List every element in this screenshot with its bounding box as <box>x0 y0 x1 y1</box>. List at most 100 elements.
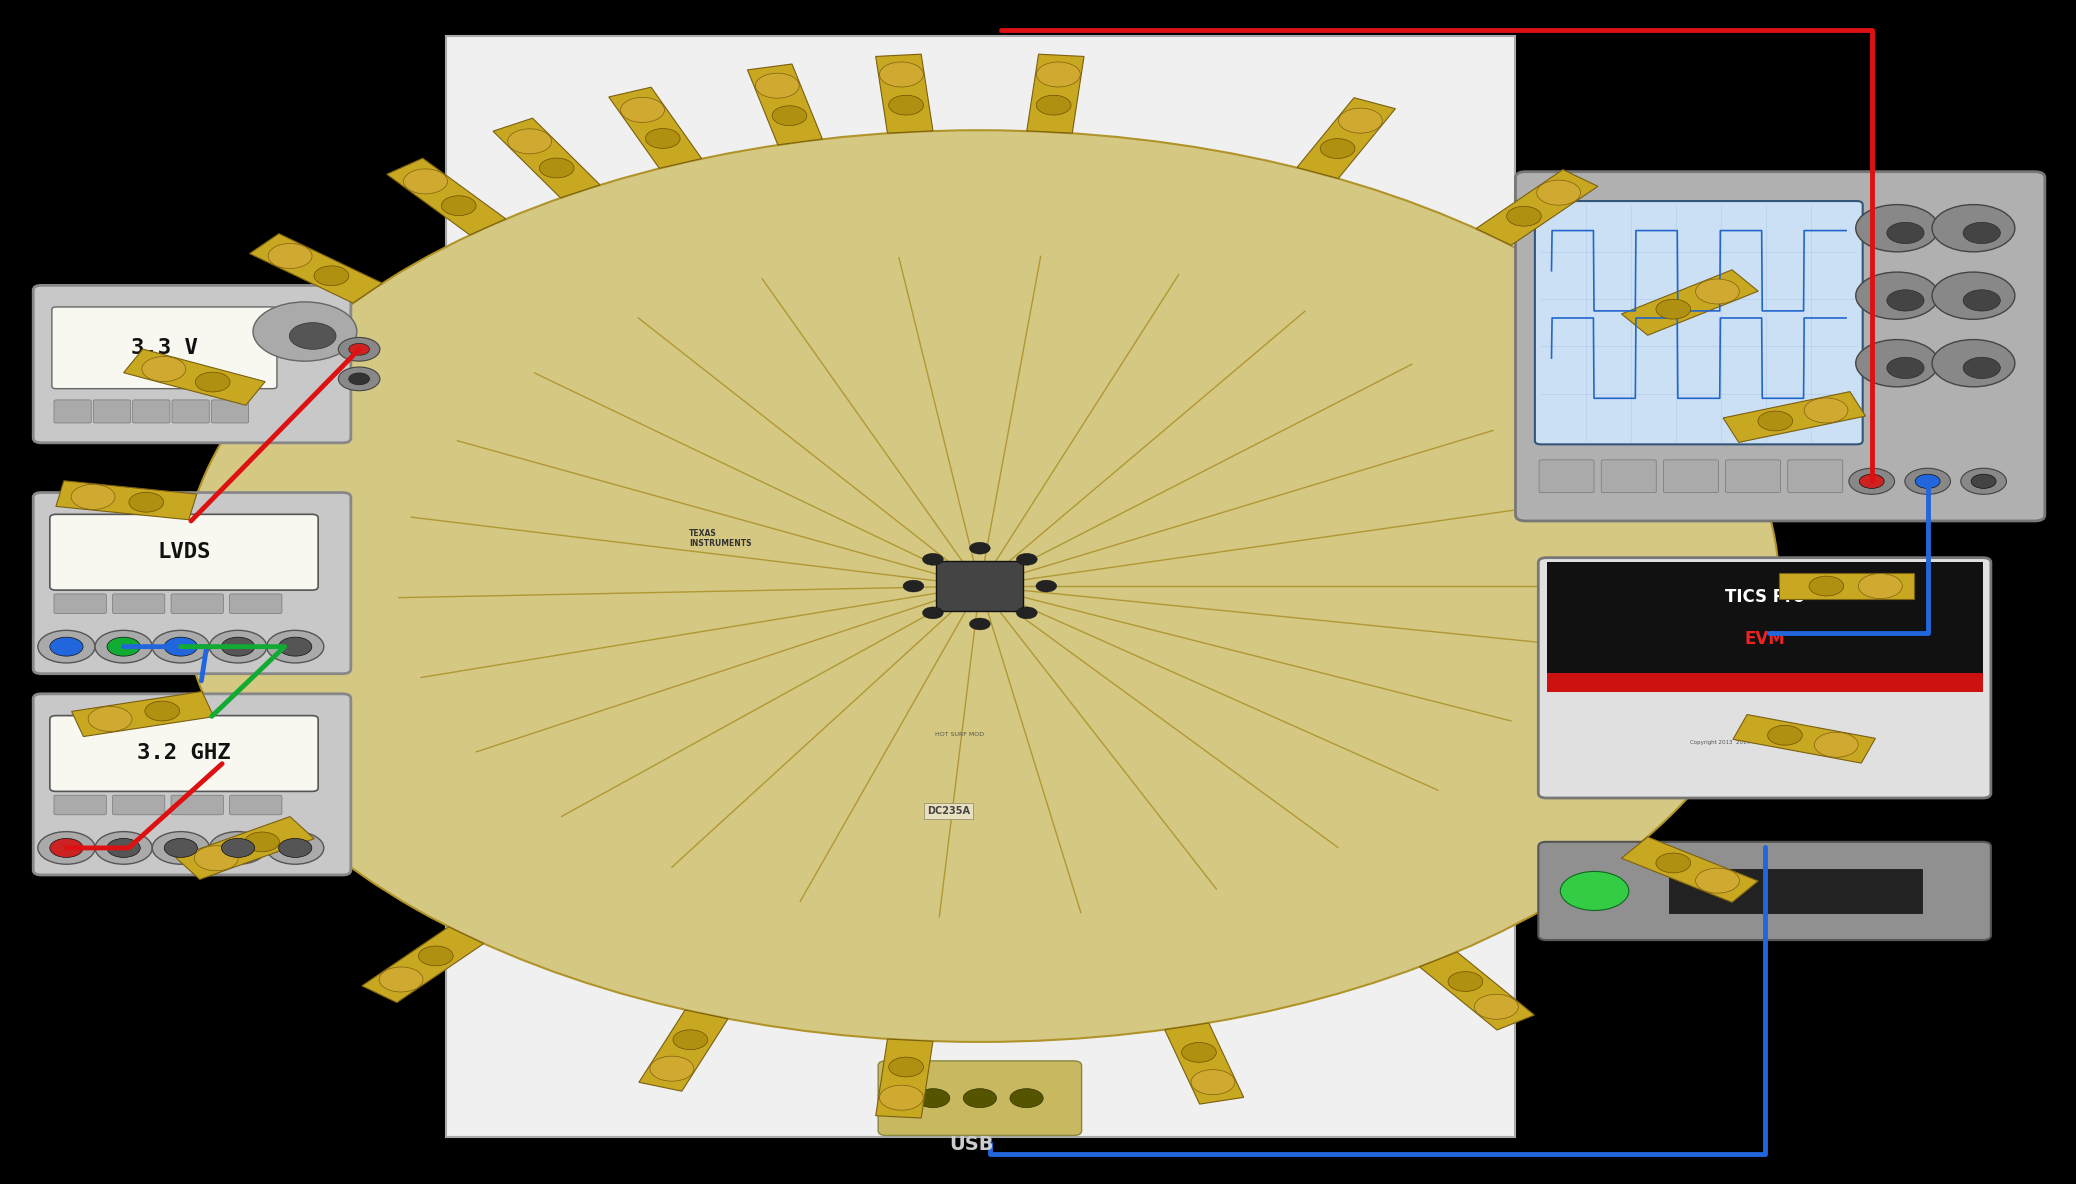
Circle shape <box>1887 290 1924 311</box>
Circle shape <box>650 1056 693 1081</box>
Circle shape <box>210 831 266 864</box>
Circle shape <box>621 97 664 122</box>
Circle shape <box>166 638 195 655</box>
Circle shape <box>1657 854 1690 873</box>
Polygon shape <box>492 118 600 198</box>
Circle shape <box>1850 469 1895 495</box>
Text: Copyright 2013  2014 Texas Instruments Incorporated: Copyright 2013 2014 Texas Instruments In… <box>1690 740 1839 745</box>
Polygon shape <box>56 481 197 520</box>
FancyBboxPatch shape <box>878 1061 1082 1135</box>
FancyBboxPatch shape <box>112 594 164 613</box>
Circle shape <box>646 129 681 148</box>
Polygon shape <box>876 54 932 133</box>
Text: TEXAS
INSTRUMENTS: TEXAS INSTRUMENTS <box>689 529 752 548</box>
Circle shape <box>71 484 114 509</box>
FancyBboxPatch shape <box>170 796 224 815</box>
FancyBboxPatch shape <box>33 493 351 674</box>
Circle shape <box>1696 279 1740 304</box>
Circle shape <box>268 244 311 269</box>
Circle shape <box>1036 62 1080 86</box>
Circle shape <box>141 356 185 381</box>
FancyBboxPatch shape <box>93 400 131 423</box>
Circle shape <box>52 839 81 856</box>
Polygon shape <box>1779 573 1914 599</box>
Bar <box>936 561 1023 611</box>
Circle shape <box>509 129 552 154</box>
Circle shape <box>181 130 1779 1042</box>
Circle shape <box>50 838 83 857</box>
Polygon shape <box>1476 169 1599 245</box>
FancyBboxPatch shape <box>1725 459 1781 493</box>
FancyBboxPatch shape <box>1515 172 2045 521</box>
Circle shape <box>1474 995 1518 1019</box>
Circle shape <box>1009 1089 1042 1108</box>
Circle shape <box>442 195 475 215</box>
Polygon shape <box>608 88 702 168</box>
FancyBboxPatch shape <box>1534 201 1862 444</box>
Circle shape <box>540 159 573 178</box>
FancyBboxPatch shape <box>50 514 318 590</box>
Circle shape <box>50 637 83 656</box>
Circle shape <box>166 839 195 856</box>
Circle shape <box>110 638 137 655</box>
Circle shape <box>1964 223 2001 244</box>
Polygon shape <box>1165 1023 1244 1105</box>
Circle shape <box>349 373 370 385</box>
FancyBboxPatch shape <box>1601 459 1657 493</box>
Circle shape <box>278 838 311 857</box>
Circle shape <box>108 838 141 857</box>
Circle shape <box>673 1030 708 1050</box>
Bar <box>1669 869 1922 913</box>
Circle shape <box>1933 272 2016 320</box>
Circle shape <box>918 1089 949 1108</box>
Circle shape <box>1767 726 1802 745</box>
Text: EVM: EVM <box>1744 630 1785 648</box>
Circle shape <box>380 967 424 992</box>
Circle shape <box>95 630 152 663</box>
Circle shape <box>889 95 924 115</box>
Circle shape <box>1960 469 2005 495</box>
Circle shape <box>222 838 255 857</box>
Text: TICS Pro: TICS Pro <box>1725 588 1804 606</box>
Circle shape <box>1449 972 1482 991</box>
Circle shape <box>1887 223 1924 244</box>
Circle shape <box>37 630 95 663</box>
Circle shape <box>889 1057 924 1077</box>
Circle shape <box>278 637 311 656</box>
Circle shape <box>1339 108 1383 133</box>
Text: USB: USB <box>949 1135 994 1154</box>
Circle shape <box>1320 139 1356 159</box>
Circle shape <box>224 638 253 655</box>
FancyBboxPatch shape <box>33 285 351 443</box>
Circle shape <box>164 637 197 656</box>
Circle shape <box>152 831 210 864</box>
Circle shape <box>1017 607 1038 619</box>
Circle shape <box>1860 475 1885 489</box>
Circle shape <box>963 1089 996 1108</box>
Polygon shape <box>1723 392 1866 443</box>
Circle shape <box>338 367 380 391</box>
Circle shape <box>1856 340 1939 387</box>
FancyBboxPatch shape <box>52 307 276 388</box>
Circle shape <box>1972 475 1995 489</box>
FancyBboxPatch shape <box>33 694 351 875</box>
Circle shape <box>419 946 453 966</box>
Circle shape <box>280 638 309 655</box>
Circle shape <box>969 618 990 630</box>
Circle shape <box>1536 180 1580 205</box>
Circle shape <box>222 637 255 656</box>
Circle shape <box>969 542 990 554</box>
Text: HOT SURF MOD: HOT SURF MOD <box>934 732 984 736</box>
Circle shape <box>1758 411 1794 431</box>
Circle shape <box>1808 577 1843 596</box>
Circle shape <box>108 637 141 656</box>
Circle shape <box>253 302 357 361</box>
Bar <box>1547 674 1983 691</box>
Circle shape <box>1933 205 2016 252</box>
Polygon shape <box>1621 837 1758 902</box>
Circle shape <box>266 630 324 663</box>
FancyBboxPatch shape <box>54 594 106 613</box>
Polygon shape <box>1298 98 1395 179</box>
Circle shape <box>145 701 181 721</box>
Circle shape <box>280 839 309 856</box>
